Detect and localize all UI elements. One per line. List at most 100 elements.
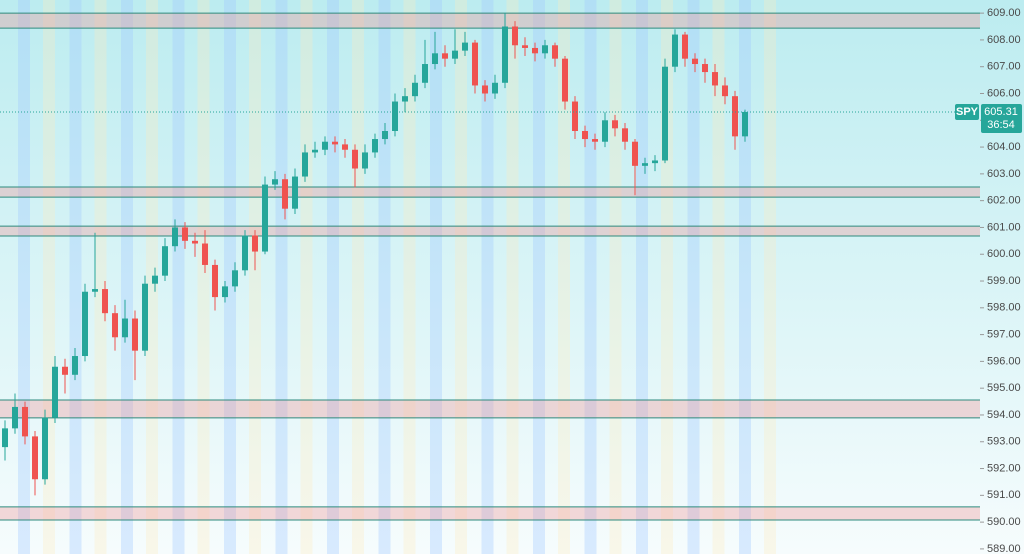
stripe <box>533 0 545 554</box>
stripe <box>403 0 416 554</box>
zone <box>0 226 980 237</box>
y-tick-label: 607.00 <box>987 61 1021 73</box>
y-tick-label: 596.00 <box>987 355 1021 367</box>
candle-body <box>372 139 378 153</box>
stripe <box>764 0 776 554</box>
candle-body <box>352 149 358 169</box>
y-tick-label: 608.00 <box>987 34 1021 46</box>
zone <box>0 399 980 418</box>
candle-body <box>152 275 158 284</box>
candle-body <box>702 64 708 73</box>
candle-body <box>22 406 28 437</box>
stripe <box>18 0 30 554</box>
zone <box>0 186 980 198</box>
candle-body <box>452 50 458 59</box>
candle-body <box>482 85 488 94</box>
candle-body <box>262 184 268 252</box>
y-tick-label: 602.00 <box>987 195 1021 207</box>
stripe <box>506 0 519 554</box>
price-label: 605.31 <box>984 106 1018 118</box>
session-stripes <box>18 0 776 554</box>
candle-body <box>322 141 328 150</box>
candle-body <box>52 366 58 418</box>
candle-body <box>112 313 118 338</box>
stripe <box>712 0 725 554</box>
y-tick-label: 595.00 <box>987 382 1021 394</box>
candle-body <box>532 47 538 54</box>
zone <box>0 13 980 29</box>
candle-body <box>442 53 448 59</box>
candle-body <box>392 101 398 131</box>
candle-body <box>172 227 178 247</box>
candle-body <box>2 428 8 448</box>
stripe <box>172 0 185 554</box>
stripe <box>430 0 442 554</box>
stripe <box>275 0 288 554</box>
candle-body <box>432 53 438 65</box>
candle-body <box>282 179 288 209</box>
candle-body <box>292 176 298 209</box>
candle-body <box>522 45 528 48</box>
candle-body <box>272 179 278 185</box>
stripe <box>327 0 339 554</box>
candle-body <box>12 406 18 429</box>
candle-body <box>132 318 138 351</box>
candle-body <box>462 42 468 51</box>
candle-body <box>592 139 598 142</box>
y-tick-label: 590.00 <box>987 516 1021 528</box>
candle-body <box>382 130 388 140</box>
candle-body <box>192 240 198 244</box>
candle-body <box>302 152 308 177</box>
candle-body <box>652 160 658 164</box>
y-tick-label: 598.00 <box>987 302 1021 314</box>
candle-body <box>722 85 728 97</box>
y-tick-label: 603.00 <box>987 168 1021 180</box>
candle-body <box>162 246 168 276</box>
candle-body <box>82 291 88 357</box>
candle-body <box>72 356 78 375</box>
y-tick-label: 594.00 <box>987 409 1021 421</box>
candle-body <box>642 163 648 166</box>
candle-body <box>362 152 368 169</box>
candle-body <box>472 42 478 86</box>
symbol-label: SPY <box>956 106 979 118</box>
candle-body <box>582 130 588 140</box>
candle-body <box>332 141 338 145</box>
stripe <box>687 0 700 554</box>
candle-body <box>682 34 688 59</box>
candle-body <box>202 243 208 265</box>
candle-body <box>412 82 418 97</box>
candle-body <box>732 96 738 137</box>
stripe <box>739 0 751 554</box>
y-tick-label: 593.00 <box>987 436 1021 448</box>
y-tick-label: 604.00 <box>987 141 1021 153</box>
candle-body <box>422 64 428 83</box>
stripe <box>224 0 236 554</box>
y-tick-label: 606.00 <box>987 87 1021 99</box>
candle-body <box>92 289 98 292</box>
y-tick-label: 591.00 <box>987 489 1021 501</box>
candle-body <box>542 45 548 54</box>
candle-body <box>692 58 698 65</box>
candle-body <box>312 149 318 153</box>
candle-body <box>502 26 508 83</box>
stripe <box>249 0 261 554</box>
price-tag <box>981 103 1022 133</box>
stripe <box>69 0 82 554</box>
stripe <box>584 0 597 554</box>
stripe <box>481 0 494 554</box>
stripe <box>94 0 107 554</box>
candle-body <box>402 96 408 102</box>
candle-body <box>512 26 518 46</box>
y-tick-label: 592.00 <box>987 462 1021 474</box>
candle-body <box>142 283 148 351</box>
candle-body <box>622 128 628 142</box>
candle-body <box>212 264 218 298</box>
y-tick-label: 589.00 <box>987 543 1021 554</box>
plot: 589.00 590.00 591.00 592.00 593.00 594.00 595.… <box>0 7 1022 554</box>
stripe <box>455 0 467 554</box>
candle-body <box>672 34 678 67</box>
stripe <box>121 0 133 554</box>
candle-body <box>662 66 668 161</box>
